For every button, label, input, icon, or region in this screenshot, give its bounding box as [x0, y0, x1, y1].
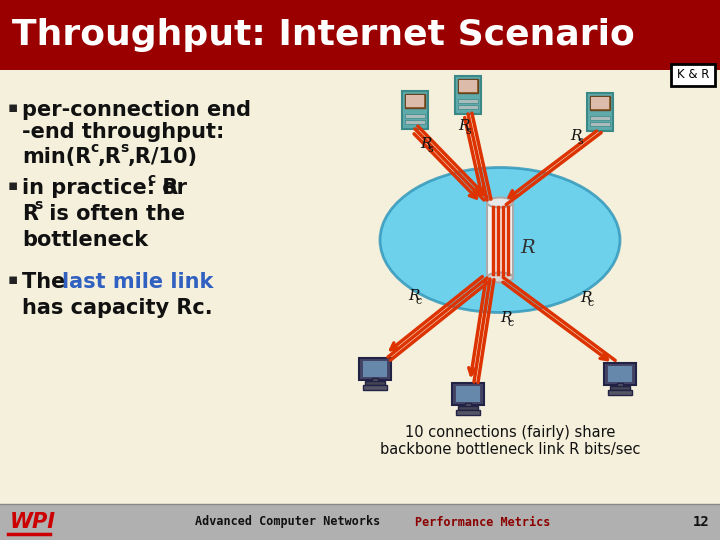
- Text: in practice: R: in practice: R: [22, 178, 179, 198]
- Text: R: R: [520, 239, 535, 257]
- Bar: [590, 116, 610, 120]
- Text: bottleneck: bottleneck: [22, 230, 148, 250]
- Bar: [456, 386, 480, 402]
- Text: ,R/10): ,R/10): [128, 147, 198, 167]
- Bar: [458, 105, 478, 109]
- FancyBboxPatch shape: [455, 76, 481, 114]
- Bar: [0, 504, 720, 540]
- Text: R: R: [408, 289, 420, 303]
- Bar: [405, 114, 425, 118]
- FancyBboxPatch shape: [587, 93, 613, 131]
- Text: 10 connections (fairly) share: 10 connections (fairly) share: [405, 425, 615, 440]
- FancyBboxPatch shape: [671, 64, 715, 86]
- Text: K & R: K & R: [677, 69, 709, 82]
- Text: R: R: [420, 137, 431, 151]
- Text: Throughput: Internet Scenario: Throughput: Internet Scenario: [12, 18, 635, 52]
- Text: per-connection end: per-connection end: [22, 100, 251, 120]
- Text: ,R: ,R: [98, 147, 122, 167]
- Bar: [591, 97, 609, 109]
- Text: R: R: [458, 119, 469, 133]
- Bar: [487, 202, 513, 278]
- Bar: [465, 403, 471, 408]
- Bar: [405, 120, 425, 124]
- Text: c: c: [507, 318, 513, 328]
- Bar: [456, 410, 480, 415]
- Text: Advanced Computer Networks: Advanced Computer Networks: [195, 516, 380, 529]
- Text: The: The: [22, 272, 73, 292]
- FancyBboxPatch shape: [604, 363, 636, 385]
- Text: c: c: [90, 141, 98, 155]
- Text: R: R: [500, 311, 511, 325]
- Bar: [363, 361, 387, 377]
- Text: R: R: [580, 291, 592, 305]
- Bar: [608, 366, 632, 382]
- Bar: [458, 79, 478, 93]
- Bar: [610, 386, 630, 390]
- Bar: [363, 385, 387, 390]
- Text: s: s: [427, 144, 433, 154]
- Text: WPI: WPI: [10, 512, 56, 532]
- Bar: [617, 383, 623, 388]
- Bar: [458, 406, 478, 410]
- FancyBboxPatch shape: [402, 91, 428, 129]
- Text: c: c: [415, 296, 421, 306]
- Text: Performance Metrics: Performance Metrics: [415, 516, 550, 529]
- Bar: [0, 70, 720, 504]
- Bar: [590, 96, 610, 110]
- Bar: [365, 381, 385, 385]
- Ellipse shape: [487, 198, 513, 207]
- FancyBboxPatch shape: [359, 358, 391, 380]
- Text: R: R: [570, 129, 582, 143]
- Text: ▪: ▪: [8, 178, 19, 193]
- Text: backbone bottleneck link R bits/sec: backbone bottleneck link R bits/sec: [379, 442, 640, 457]
- Ellipse shape: [380, 167, 620, 313]
- Text: min(R: min(R: [22, 147, 91, 167]
- Bar: [608, 390, 632, 395]
- Bar: [459, 80, 477, 92]
- Text: 12: 12: [693, 515, 710, 529]
- Ellipse shape: [487, 273, 513, 282]
- Text: -end throughput:: -end throughput:: [22, 122, 225, 142]
- Bar: [0, 0, 720, 70]
- Text: c: c: [147, 172, 156, 186]
- Text: is often the: is often the: [42, 204, 185, 224]
- Bar: [458, 99, 478, 103]
- Text: ▪: ▪: [8, 100, 19, 115]
- Text: c: c: [587, 298, 593, 308]
- Text: has capacity Rc.: has capacity Rc.: [22, 298, 212, 318]
- Text: s: s: [465, 126, 471, 136]
- FancyBboxPatch shape: [452, 383, 484, 405]
- Text: ▪: ▪: [8, 272, 19, 287]
- Text: s: s: [577, 136, 582, 146]
- Bar: [372, 378, 378, 383]
- Bar: [405, 94, 425, 108]
- Text: R: R: [22, 204, 38, 224]
- Text: or: or: [155, 178, 187, 198]
- Text: s: s: [34, 198, 42, 212]
- Text: last mile link: last mile link: [62, 272, 213, 292]
- Bar: [406, 95, 424, 107]
- Bar: [590, 122, 610, 126]
- Text: s: s: [120, 141, 128, 155]
